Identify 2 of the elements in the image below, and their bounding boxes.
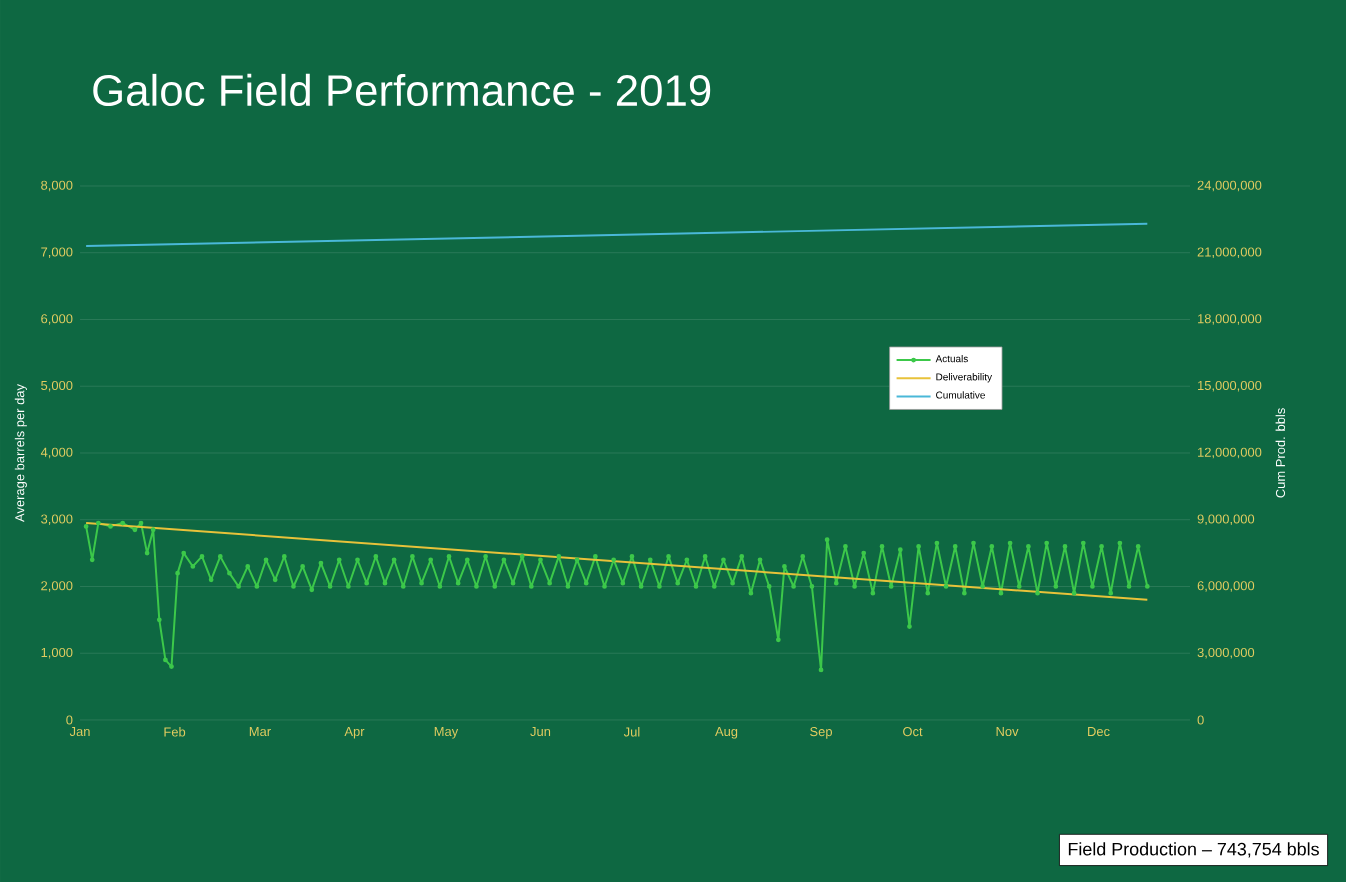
- text: Field Production – 743,754 bbls: [1068, 842, 1319, 858]
- chart-title: Galoc Field Performance - 2019: [93, 73, 711, 107]
